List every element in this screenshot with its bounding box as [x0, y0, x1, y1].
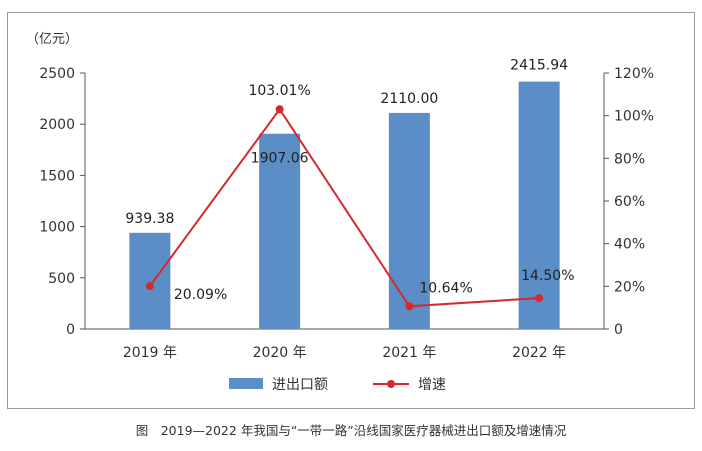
right-axis-tick-label: 120% — [614, 66, 654, 82]
right-axis-tick-label: 60% — [614, 194, 645, 210]
figure-caption: 图 2019—2022 年我国与“一带一路”沿线国家医疗器械进出口额及增速情况 — [135, 423, 567, 438]
left-axis-tick-label: 2000 — [39, 117, 75, 133]
growth-line — [145, 105, 544, 311]
x-axis-tick-label: 2019 年 — [123, 345, 177, 361]
bar-1 — [129, 232, 171, 329]
growth-point-4 — [535, 294, 544, 303]
growth-point-2 — [275, 105, 284, 114]
growth-value-label: 20.09% — [174, 287, 227, 303]
legend: 进出口额 增速 — [229, 377, 446, 393]
axes: （亿元） 0 500 1000 1500 2000 2500 0 20% 40% 60% 80% 100… — [26, 32, 654, 361]
bar-value-label: 2110.00 — [380, 91, 438, 107]
bar-value-label: 1907.06 — [251, 151, 309, 167]
left-axis-tick-label: 1000 — [39, 220, 75, 236]
x-axis-tick-label: 2020 年 — [253, 345, 307, 361]
growth-value-label: 10.64% — [419, 280, 472, 296]
left-axis-tick-label: 2500 — [39, 66, 75, 82]
bar-3 — [388, 112, 430, 329]
x-axis-tick-label: 2021 年 — [382, 345, 436, 361]
legend-bar-swatch — [229, 378, 263, 389]
right-axis-tick-label: 20% — [614, 279, 645, 295]
bar-value-label: 2415.94 — [510, 58, 568, 74]
right-axis-tick-label: 80% — [614, 151, 645, 167]
data-labels: 939.38 1907.06 2110.00 2415.94 20.09% 103.01%… — [125, 58, 574, 304]
bars — [129, 81, 560, 329]
growth-value-label: 103.01% — [248, 83, 310, 99]
y-unit-label: （亿元） — [26, 32, 78, 47]
left-axis-tick-label: 0 — [66, 322, 75, 338]
left-axis-tick-label: 500 — [48, 271, 75, 287]
bar-2 — [259, 133, 301, 329]
bar-4 — [518, 81, 560, 329]
growth-line-path — [149, 107, 540, 308]
legend-line-marker — [387, 380, 395, 388]
bar-value-label: 939.38 — [125, 211, 174, 227]
right-axis-tick-label: 0 — [614, 322, 623, 338]
legend-bar-label: 进出口额 — [272, 377, 328, 393]
chart: （亿元） 0 500 1000 1500 2000 2500 0 20% 40% 60% 80% 100… — [26, 32, 654, 393]
growth-value-label: 14.50% — [521, 268, 574, 284]
right-axis-tick-label: 100% — [614, 109, 654, 125]
growth-point-3 — [405, 302, 414, 311]
growth-point-1 — [145, 282, 154, 291]
x-axis-tick-label: 2022 年 — [512, 345, 566, 361]
chart-frame: （亿元） 0 500 1000 1500 2000 2500 0 20% 40% 60% 80% 100… — [7, 12, 695, 409]
left-axis-tick-label: 1500 — [39, 168, 75, 184]
legend-line-label: 增速 — [418, 377, 446, 393]
right-axis-tick-label: 40% — [614, 237, 645, 253]
